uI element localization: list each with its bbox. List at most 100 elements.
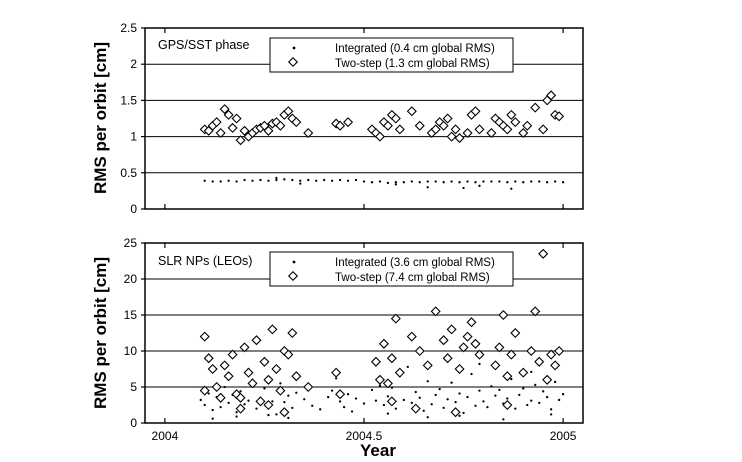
top-twostep-point bbox=[554, 111, 565, 122]
top-twostep-point bbox=[438, 120, 449, 131]
bottom-twostep-point bbox=[446, 324, 457, 335]
bottom-twostep-point bbox=[494, 342, 505, 353]
bottom-integrated-point bbox=[462, 411, 465, 415]
top-integrated-point bbox=[259, 178, 262, 182]
bottom-twostep-point bbox=[331, 367, 342, 378]
bottom-integrated-point bbox=[557, 398, 561, 402]
bottom-twostep-point bbox=[466, 317, 477, 328]
bottom-integrated-point bbox=[506, 397, 509, 400]
bottom-integrated-point bbox=[526, 403, 529, 407]
bottom-integrated-point bbox=[346, 393, 350, 396]
bottom-integrated-point bbox=[549, 413, 553, 416]
top-integrated-point bbox=[402, 181, 405, 184]
bottom-integrated-point bbox=[255, 407, 258, 410]
top-integrated-point bbox=[546, 181, 549, 184]
bottom-twostep-point bbox=[378, 338, 389, 349]
bottom-twostep-point bbox=[207, 363, 218, 375]
top-y-tick-label: 1.5 bbox=[120, 93, 137, 107]
top-twostep-point bbox=[231, 113, 242, 124]
bottom-integrated-point bbox=[486, 406, 489, 409]
bottom-y-tick-label: 0 bbox=[130, 416, 137, 430]
bottom-integrated-point bbox=[239, 390, 242, 393]
bottom-integrated-point bbox=[223, 385, 226, 389]
bottom-integrated-point bbox=[275, 413, 278, 416]
bottom-twostep-point bbox=[498, 309, 509, 321]
bottom-integrated-point bbox=[374, 399, 378, 402]
bottom-twostep-point bbox=[474, 349, 485, 360]
bottom-twostep-point bbox=[410, 403, 421, 414]
top-legend-twostep-label: Two-step (1.3 cm global RMS) bbox=[335, 58, 490, 70]
bottom-integrated-point bbox=[378, 384, 382, 387]
top-integrated-point bbox=[227, 179, 230, 182]
bottom-twostep-point bbox=[530, 306, 541, 317]
bottom-twostep-point bbox=[283, 349, 294, 360]
bottom-integrated-point bbox=[522, 387, 525, 390]
top-integrated-point bbox=[338, 178, 342, 182]
top-twostep-point bbox=[518, 127, 529, 139]
bottom-twostep-point bbox=[243, 367, 254, 378]
bottom-integrated-point bbox=[283, 400, 286, 404]
bottom-twostep-point bbox=[538, 248, 549, 259]
top-integrated-point bbox=[482, 180, 485, 183]
top-integrated-point bbox=[323, 178, 326, 182]
top-integrated-point bbox=[394, 181, 398, 184]
top-integrated-point bbox=[561, 181, 565, 184]
bottom-integrated-point bbox=[247, 399, 250, 402]
bottom-twostep-point bbox=[438, 335, 449, 346]
top-integrated-point bbox=[426, 180, 429, 183]
bottom-twostep-point bbox=[263, 374, 274, 385]
bottom-legend-diamond-marker bbox=[287, 270, 299, 282]
bottom-twostep-point bbox=[526, 345, 537, 357]
top-integrated-point bbox=[291, 178, 294, 182]
bottom-integrated-point bbox=[279, 382, 282, 385]
top-twostep-point bbox=[502, 124, 513, 135]
top-integrated-point bbox=[462, 186, 465, 190]
bottom-twostep-point bbox=[227, 349, 238, 360]
bottom-integrated-point bbox=[553, 380, 557, 384]
top-y-ticks: 0 0.5 1 1.5 2 2.5 bbox=[120, 21, 145, 216]
top-y-tick-label: 1 bbox=[130, 130, 137, 144]
bottom-integrated-point bbox=[263, 387, 266, 390]
bottom-integrated-point bbox=[414, 390, 417, 394]
top-integrated-point bbox=[490, 180, 493, 183]
bottom-twostep-point bbox=[291, 371, 302, 382]
bottom-integrated-point bbox=[203, 403, 206, 407]
bottom-twostep-point bbox=[255, 396, 266, 407]
top-integrated-point bbox=[211, 180, 214, 183]
bottom-integrated-point bbox=[498, 388, 501, 392]
top-y-axis-label: RMS per orbit [cm] bbox=[91, 42, 110, 194]
top-data-points bbox=[199, 90, 565, 190]
bottom-twostep-point bbox=[219, 360, 230, 371]
bottom-integrated-point bbox=[530, 399, 533, 402]
top-integrated-point bbox=[418, 181, 421, 184]
top-integrated-point bbox=[410, 180, 413, 183]
bottom-integrated-point bbox=[330, 389, 334, 392]
top-twostep-point bbox=[275, 120, 286, 131]
bottom-twostep-point bbox=[390, 313, 401, 324]
bottom-integrated-point bbox=[470, 372, 473, 376]
bottom-integrated-point bbox=[354, 397, 358, 400]
bottom-twostep-point bbox=[442, 353, 453, 364]
bottom-integrated-point bbox=[406, 365, 409, 368]
bottom-y-tick-label: 25 bbox=[124, 236, 138, 250]
top-y-tick-label: 2 bbox=[130, 57, 137, 71]
top-integrated-point bbox=[506, 181, 509, 184]
bottom-y-ticks: 0 5 10 15 20 25 bbox=[124, 236, 145, 430]
bottom-integrated-point bbox=[446, 398, 449, 401]
bottom-integrated-point bbox=[474, 404, 477, 407]
bottom-integrated-point bbox=[386, 395, 390, 398]
bottom-integrated-point bbox=[402, 398, 405, 402]
bottom-integrated-point bbox=[438, 388, 441, 391]
bottom-twostep-point bbox=[490, 360, 501, 371]
bottom-integrated-point bbox=[386, 412, 390, 415]
bottom-panel-title: SLR NPs (LEOs) bbox=[158, 254, 252, 268]
top-integrated-point bbox=[330, 179, 334, 182]
top-integrated-point bbox=[203, 179, 206, 182]
bottom-twostep-point bbox=[518, 367, 529, 378]
bottom-integrated-point bbox=[542, 390, 545, 393]
top-twostep-point bbox=[462, 127, 473, 139]
bottom-integrated-point bbox=[538, 401, 541, 404]
bottom-integrated-point bbox=[243, 403, 246, 406]
top-integrated-point bbox=[530, 180, 533, 183]
top-twostep-point bbox=[406, 106, 417, 117]
